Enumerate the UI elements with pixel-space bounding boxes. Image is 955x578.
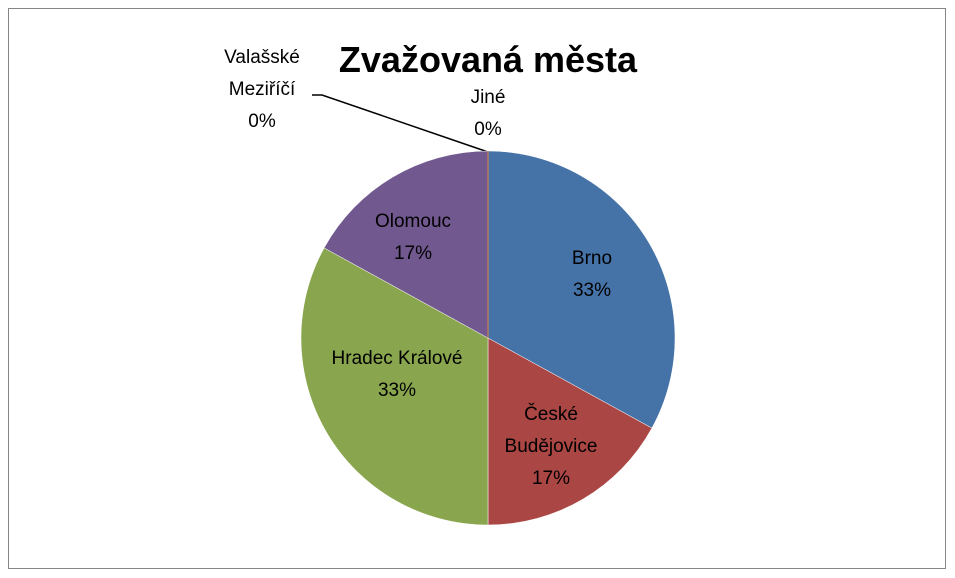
slice-label: České Budějovice 17% <box>491 399 611 495</box>
slice-category-label: Jiné <box>470 87 506 108</box>
slice-value-label: 33% <box>377 380 417 401</box>
pie-slice <box>300 247 489 526</box>
slice-value-label: 17% <box>531 468 571 489</box>
slice-label: Olomouc 17% <box>363 206 463 270</box>
chart-title: Zvažovaná města <box>338 39 638 80</box>
slice-value-label: 33% <box>572 280 612 301</box>
slice-category-label: Hradec Králové <box>331 348 463 369</box>
slice-category-label: České Budějovice <box>504 404 598 457</box>
slice-label: Valašské Meziříčí 0% <box>212 42 312 138</box>
slice-value-label: 0% <box>248 111 276 132</box>
slice-value-label: 17% <box>393 243 433 264</box>
slice-label: Jiné 0% <box>448 82 528 146</box>
slice-label: Hradec Králové 33% <box>312 343 482 407</box>
slice-value-label: 0% <box>474 119 502 140</box>
pie-slice <box>487 150 676 429</box>
slice-category-label: Olomouc <box>374 211 452 232</box>
slice-category-label: Brno <box>571 248 613 269</box>
pie-slice <box>487 337 653 526</box>
pie-slice <box>323 150 489 339</box>
leader-line <box>312 94 489 153</box>
slice-category-label: Valašské Meziříčí <box>224 47 300 100</box>
slice-label: Brno 33% <box>542 243 642 307</box>
